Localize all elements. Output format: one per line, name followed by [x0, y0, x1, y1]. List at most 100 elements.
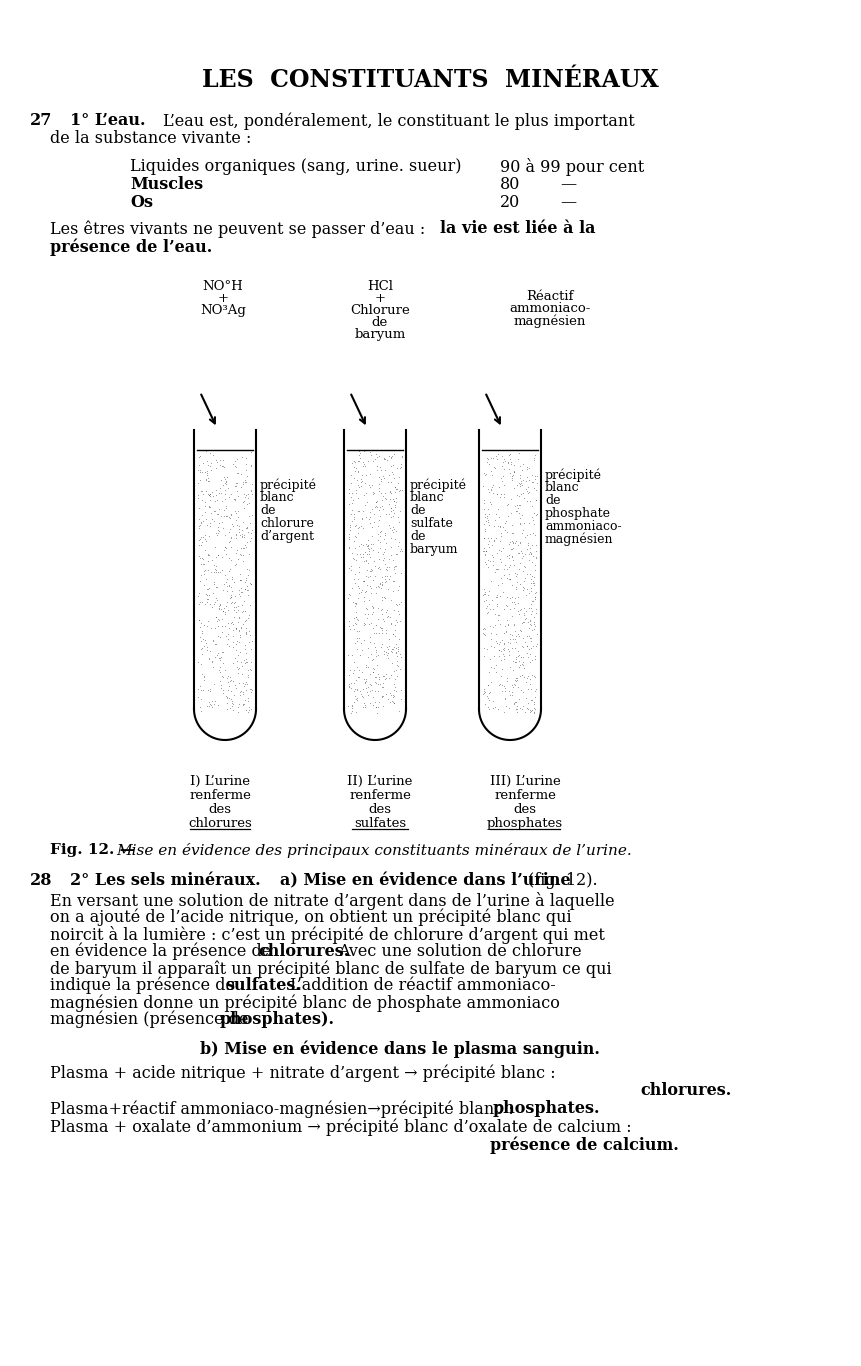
Point — [527, 611, 541, 632]
Point — [492, 505, 505, 527]
Point — [368, 637, 381, 658]
Point — [235, 523, 249, 545]
Point — [369, 576, 383, 598]
Point — [515, 546, 529, 568]
Point — [502, 545, 516, 567]
Point — [363, 566, 377, 587]
Point — [387, 623, 400, 645]
Point — [499, 519, 512, 541]
Point — [242, 699, 256, 721]
Point — [239, 642, 253, 664]
Point — [196, 452, 210, 474]
Point — [349, 526, 362, 548]
Point — [219, 616, 232, 638]
Point — [221, 546, 235, 568]
Point — [204, 452, 218, 474]
Point — [379, 503, 393, 525]
Point — [380, 570, 393, 591]
Point — [509, 578, 523, 600]
Point — [492, 609, 505, 631]
Point — [347, 568, 361, 590]
Point — [528, 586, 542, 608]
Point — [393, 657, 407, 679]
Point — [208, 593, 221, 615]
Point — [373, 531, 387, 553]
Point — [215, 641, 229, 663]
Point — [517, 556, 531, 578]
Point — [517, 570, 531, 591]
Point — [493, 530, 507, 552]
Point — [528, 501, 542, 523]
Point — [224, 680, 238, 702]
Point — [351, 609, 365, 631]
Point — [519, 687, 533, 709]
Point — [481, 448, 495, 470]
Point — [381, 605, 395, 627]
Text: b) Mise en évidence dans le plasma sanguin.: b) Mise en évidence dans le plasma sangu… — [200, 1041, 600, 1059]
Point — [224, 583, 238, 605]
Point — [235, 525, 249, 546]
Point — [208, 559, 221, 581]
Point — [482, 530, 496, 552]
Point — [241, 564, 255, 586]
Point — [355, 507, 369, 529]
Point — [201, 578, 214, 600]
Point — [512, 645, 526, 667]
Point — [520, 642, 534, 664]
Point — [379, 668, 393, 690]
Point — [195, 489, 208, 511]
Point — [218, 523, 232, 545]
Point — [220, 477, 234, 499]
Point — [489, 586, 503, 608]
Point — [357, 615, 371, 637]
Point — [374, 637, 387, 658]
Point — [491, 559, 505, 581]
Point — [369, 555, 382, 576]
Point — [515, 698, 529, 720]
Point — [364, 612, 378, 634]
Point — [521, 563, 535, 585]
Point — [387, 493, 401, 515]
Point — [355, 467, 369, 489]
Point — [201, 639, 214, 661]
Point — [482, 482, 496, 504]
Point — [239, 647, 253, 669]
Point — [387, 684, 401, 706]
Point — [237, 613, 251, 635]
Point — [389, 642, 403, 664]
Point — [244, 638, 257, 660]
Point — [201, 455, 215, 477]
Point — [374, 467, 387, 489]
Point — [342, 527, 356, 549]
Point — [233, 684, 247, 706]
Point — [197, 668, 211, 690]
Point — [220, 497, 233, 519]
Point — [236, 545, 250, 567]
Point — [484, 628, 498, 650]
Text: chlorures.: chlorures. — [640, 1082, 731, 1100]
Point — [511, 641, 525, 663]
Point — [240, 516, 254, 538]
Point — [505, 586, 519, 608]
Point — [355, 661, 369, 683]
Point — [516, 522, 530, 544]
Point — [207, 500, 220, 522]
Point — [496, 470, 510, 492]
Point — [510, 669, 523, 691]
Point — [477, 578, 491, 600]
Point — [491, 574, 505, 596]
Point — [486, 555, 500, 576]
Point — [218, 467, 232, 489]
Point — [205, 549, 219, 571]
Point — [354, 515, 368, 537]
Point — [524, 688, 538, 710]
Point — [374, 496, 387, 518]
Point — [480, 505, 494, 527]
Point — [208, 571, 221, 593]
Text: présence de l’eau.: présence de l’eau. — [50, 238, 213, 255]
Point — [241, 585, 255, 607]
Point — [345, 699, 359, 721]
Point — [484, 479, 498, 501]
Point — [386, 691, 400, 713]
Point — [195, 663, 209, 684]
